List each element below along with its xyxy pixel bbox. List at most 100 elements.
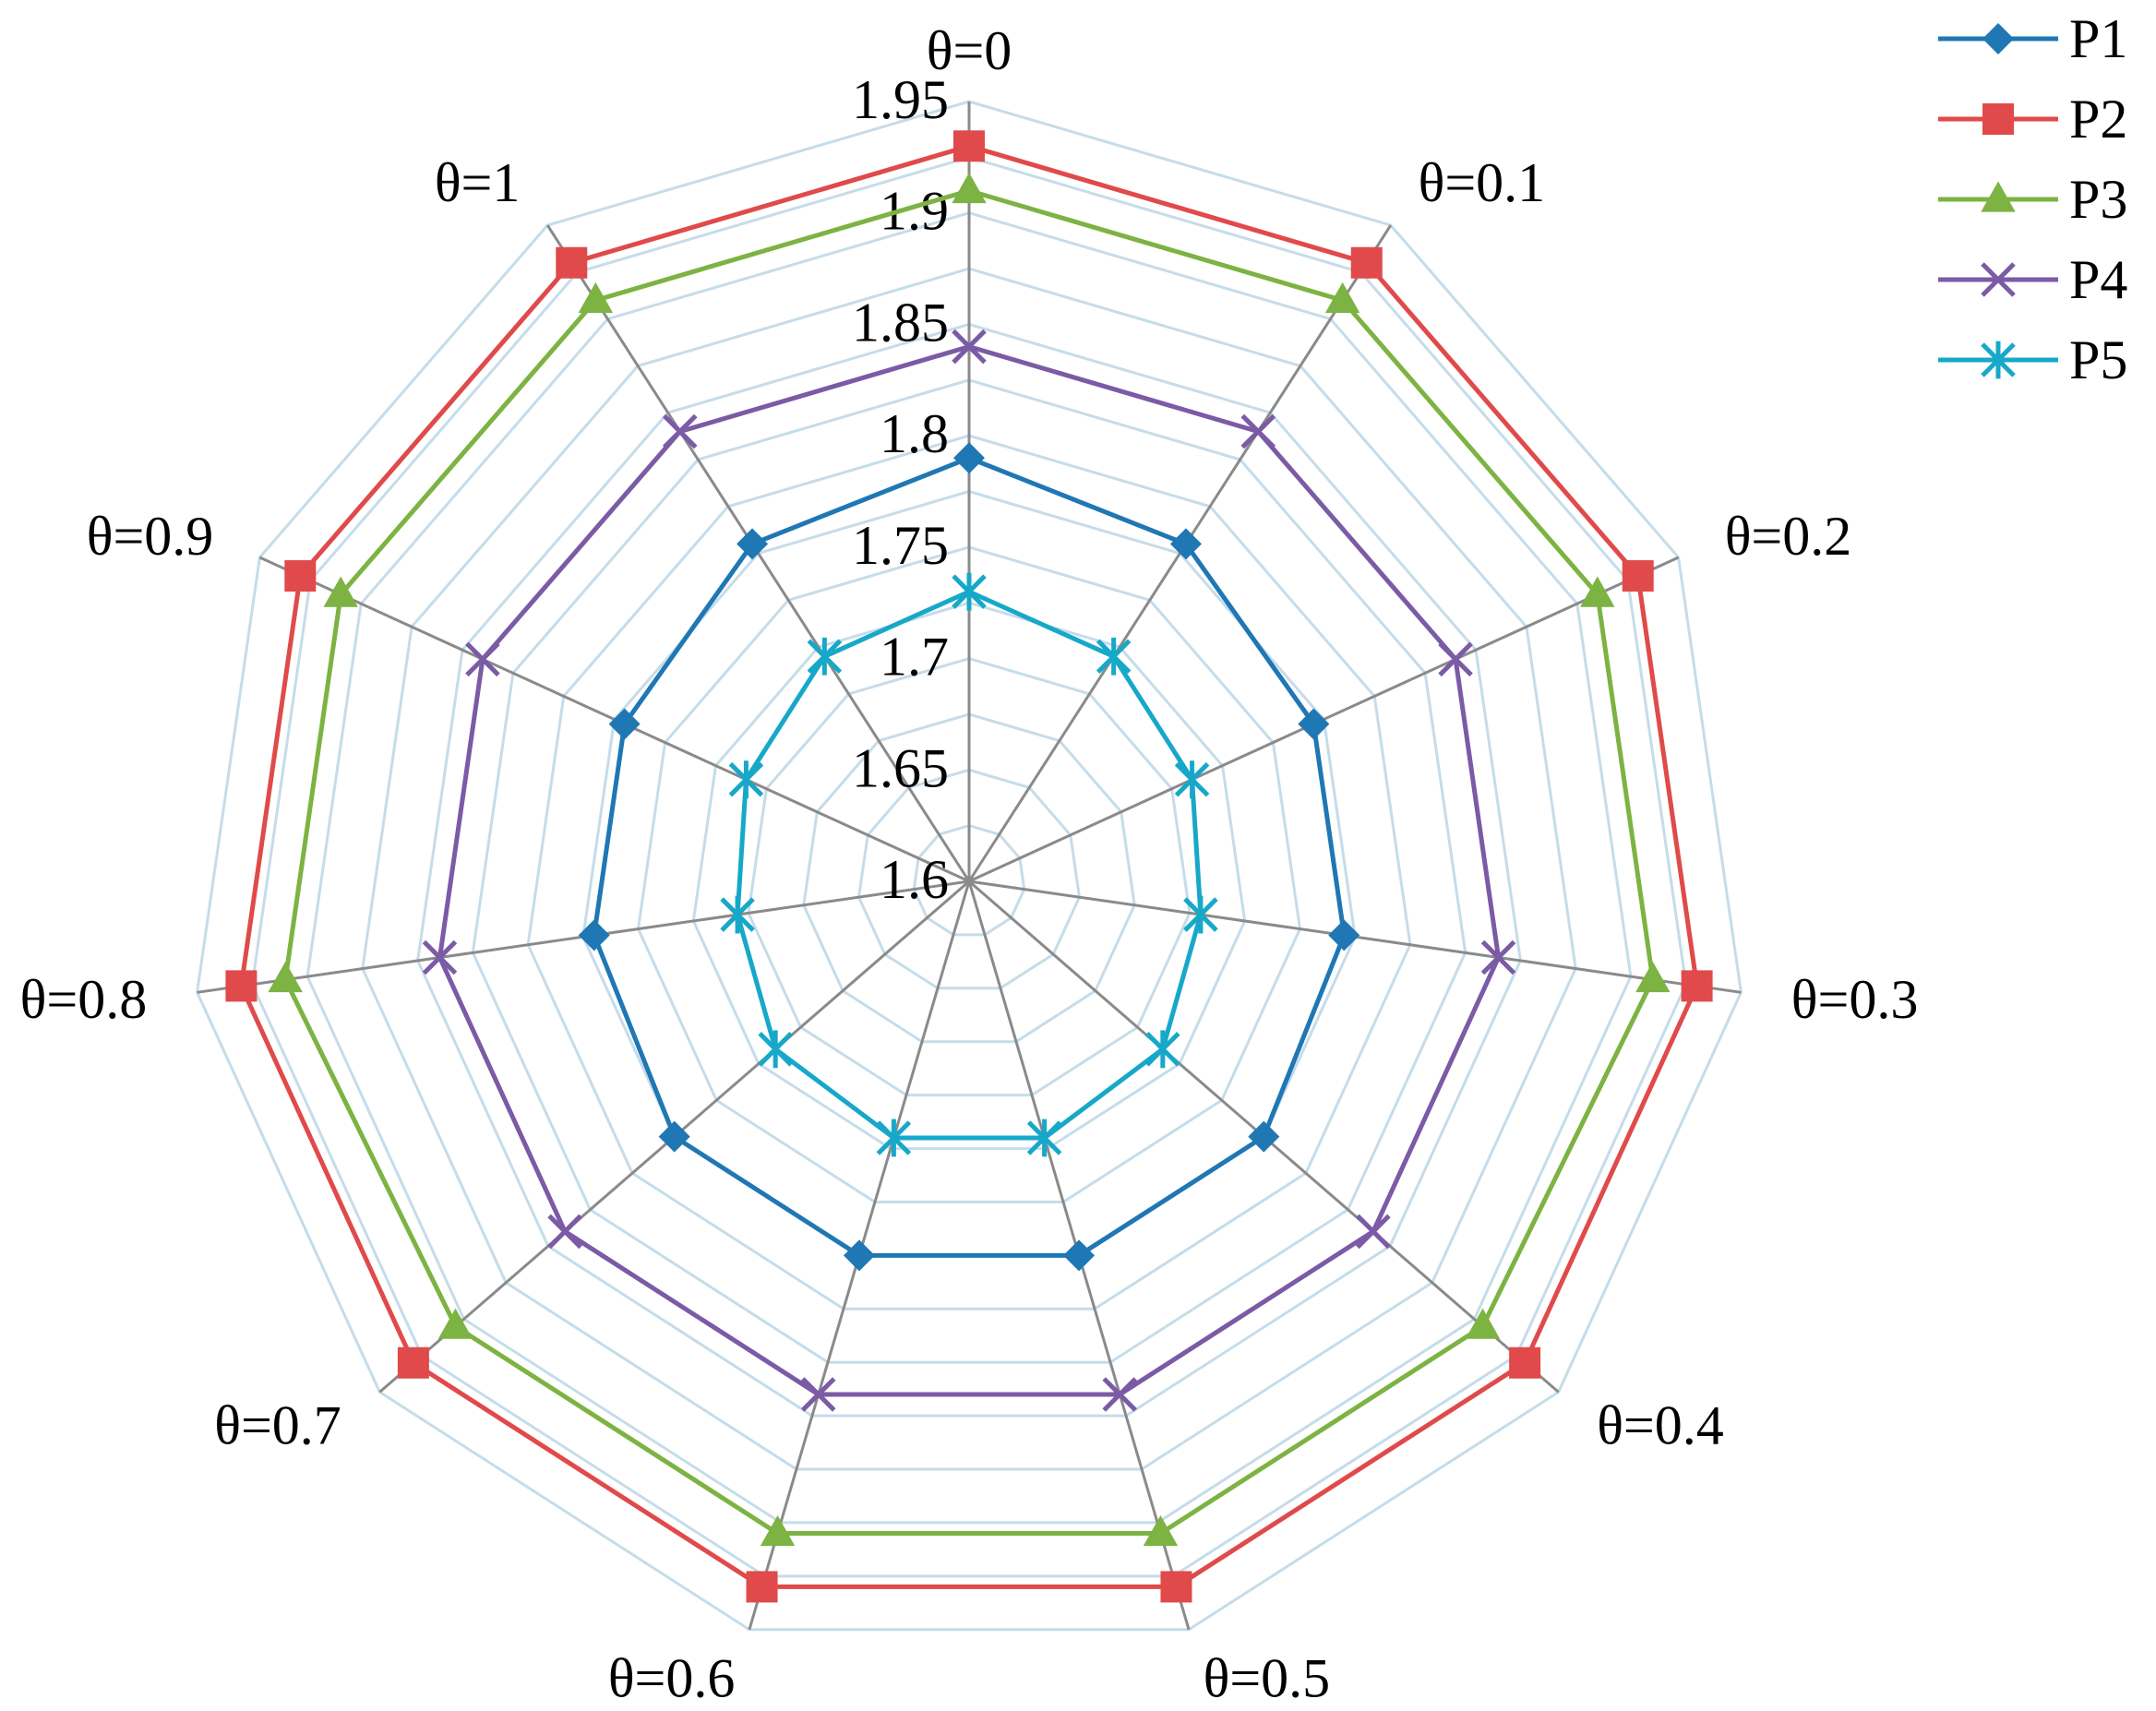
legend-item: P3: [1938, 169, 2127, 230]
x-marker: [662, 413, 698, 449]
square-marker: [1982, 103, 2014, 135]
asterisk-marker: [876, 1119, 912, 1157]
series-p2: [225, 130, 1713, 1603]
diamond-marker: [843, 1239, 875, 1272]
series-p4: [422, 329, 1516, 1412]
x-marker: [465, 641, 500, 677]
diamond-marker: [737, 528, 769, 560]
square-marker: [1622, 560, 1654, 592]
legend-item: P4: [1938, 249, 2127, 310]
x-marker: [422, 939, 458, 975]
category-label: θ=0.4: [1597, 1394, 1724, 1455]
square-marker: [225, 970, 258, 1002]
diamond-marker: [1063, 1239, 1096, 1272]
legend-label: P4: [2069, 249, 2127, 310]
grid-ring: [196, 100, 1743, 1632]
triangle-marker: [1580, 576, 1615, 607]
square-marker: [953, 130, 985, 162]
x-marker: [547, 1214, 582, 1250]
series-p3: [268, 173, 1671, 1547]
legend-label: P2: [2069, 89, 2127, 150]
grid-ring: [250, 155, 1688, 1578]
series-line: [282, 188, 1656, 1536]
tick-labels: 1.6 1.65 1.7 1.75 1.8 1.85 1.9 1.95: [852, 69, 949, 910]
square-marker: [556, 246, 588, 279]
asterisk-marker: [720, 895, 755, 934]
x-marker: [1356, 1214, 1391, 1250]
asterisk-marker: [1981, 341, 2016, 379]
legend: P1 P2 P3 P4 P5: [1938, 8, 2127, 390]
grid-ring: [912, 824, 1026, 937]
series-layer: [225, 130, 1713, 1603]
category-label: θ=0.6: [608, 1648, 736, 1709]
grid-ring: [802, 712, 1136, 1044]
grid-ring: [747, 657, 1192, 1097]
asterisk-marker: [758, 1030, 793, 1069]
diamond-marker: [608, 708, 641, 740]
tick-label: 1.7: [880, 627, 949, 688]
tick-label: 1.75: [852, 515, 949, 576]
triangle-marker: [760, 1514, 796, 1547]
category-label: θ=0.2: [1725, 506, 1852, 567]
grid-layer: [196, 100, 1743, 1632]
axis-spokes: [197, 102, 1742, 1631]
tick-label: 1.85: [852, 292, 949, 353]
diamond-marker: [1169, 528, 1202, 560]
legend-item: P5: [1938, 329, 2127, 390]
x-marker: [1438, 641, 1473, 677]
asterisk-marker: [728, 760, 764, 799]
grid-ring: [416, 322, 1522, 1418]
category-label: θ=0.1: [1419, 152, 1546, 213]
x-marker: [952, 329, 987, 365]
grid-ring: [526, 434, 1412, 1310]
tick-label: 1.6: [880, 849, 949, 910]
category-label: θ=0.8: [20, 969, 148, 1030]
series-line: [238, 143, 1700, 1589]
diamond-marker: [1248, 1120, 1280, 1153]
asterisk-marker: [1026, 1119, 1062, 1157]
tick-label: 1.65: [852, 737, 949, 798]
asterisk-marker: [1145, 1030, 1180, 1069]
diamond-marker: [1982, 23, 2014, 54]
series-line: [735, 589, 1204, 1141]
tick-label: 1.8: [880, 403, 949, 464]
category-label: θ=0.5: [1204, 1648, 1331, 1709]
diamond-marker: [1298, 708, 1330, 740]
triangle-marker: [1981, 181, 2016, 212]
asterisk-marker: [1096, 637, 1132, 676]
tick-label: 1.9: [880, 181, 949, 242]
diamond-marker: [578, 919, 610, 951]
square-marker: [1509, 1346, 1541, 1379]
legend-label: P3: [2069, 169, 2127, 230]
asterisk-marker: [1174, 760, 1210, 799]
triangle-marker: [1143, 1514, 1179, 1547]
series-p5: [720, 572, 1218, 1157]
asterisk-marker: [952, 572, 987, 611]
asterisk-marker: [807, 637, 843, 676]
triangle-marker: [1465, 1308, 1501, 1339]
grid-ring: [305, 211, 1633, 1525]
asterisk-marker: [1183, 895, 1218, 934]
square-marker: [1160, 1571, 1192, 1603]
series-p1: [578, 442, 1360, 1272]
diamond-marker: [1328, 919, 1360, 951]
square-marker: [746, 1571, 778, 1603]
square-marker: [1350, 246, 1383, 279]
grid-ring: [856, 768, 1082, 990]
legend-label: P5: [2069, 329, 2127, 390]
series-line: [437, 344, 1501, 1397]
legend-label: P1: [2069, 8, 2127, 69]
triangle-marker: [437, 1308, 473, 1339]
grid-ring: [361, 267, 1577, 1471]
grid-ring: [691, 601, 1247, 1151]
grid-ring: [636, 545, 1302, 1203]
triangle-marker: [1635, 961, 1671, 993]
diamond-marker: [658, 1120, 690, 1153]
diamond-marker: [953, 442, 985, 474]
x-marker: [1480, 939, 1516, 975]
triangle-marker: [323, 576, 358, 607]
triangle-marker: [1324, 281, 1360, 313]
category-label: θ=1: [435, 152, 521, 213]
